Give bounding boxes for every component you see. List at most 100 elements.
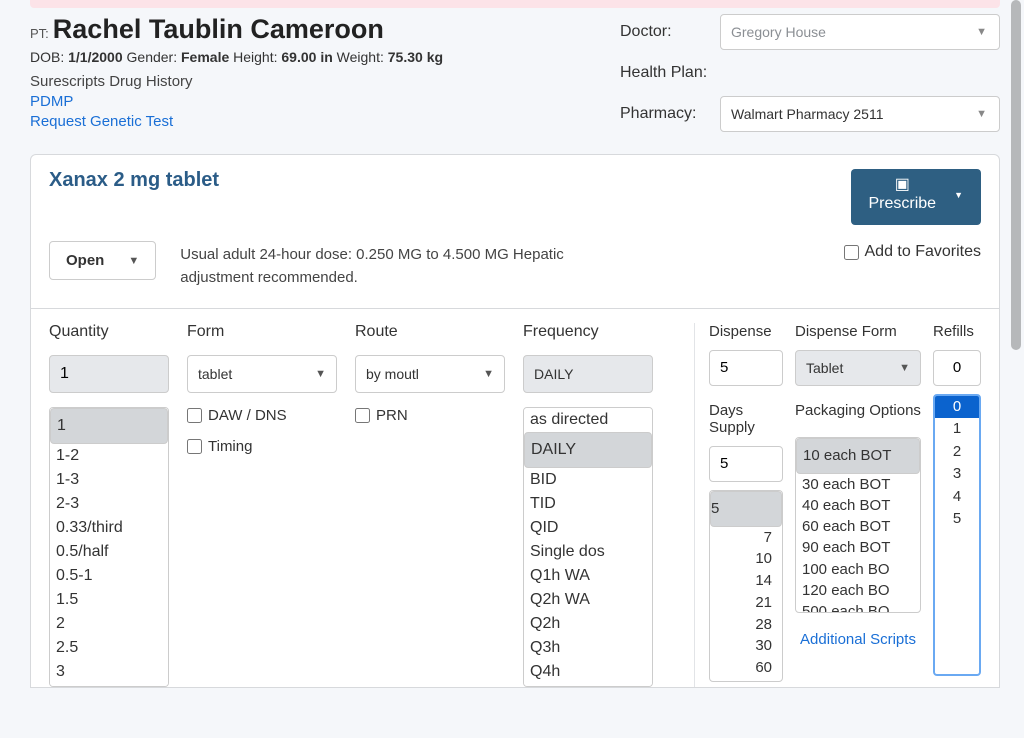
form-label: Form (187, 323, 337, 341)
list-item[interactable]: 3 (935, 463, 979, 486)
surescripts-link[interactable]: Surescripts Drug History (30, 73, 620, 90)
chevron-down-icon: ▼ (899, 362, 910, 374)
list-item[interactable]: 2 (935, 441, 979, 464)
list-item[interactable]: 1 (50, 408, 168, 444)
genetic-test-link[interactable]: Request Genetic Test (30, 113, 620, 130)
health-plan-label: Health Plan: (620, 64, 720, 82)
dispense-label: Dispense (709, 323, 783, 340)
form-select[interactable]: tablet ▼ (187, 355, 337, 393)
refills-label: Refills (933, 323, 981, 340)
days-supply-listbox[interactable]: 5710142128306090 (709, 490, 783, 682)
list-item[interactable]: TID (524, 492, 652, 516)
list-item[interactable]: as directed (524, 408, 652, 432)
page-scrollbar[interactable] (1011, 0, 1021, 350)
list-item[interactable]: 4 (935, 486, 979, 509)
patient-demographics: DOB: 1/1/2000 Gender: Female Height: 69.… (30, 49, 620, 65)
pdmp-link[interactable]: PDMP (30, 93, 620, 110)
list-item[interactable]: 500 each BO (796, 601, 920, 612)
list-item[interactable]: 21 (710, 592, 782, 614)
list-item[interactable]: 30 (710, 635, 782, 657)
prn-checkbox[interactable] (355, 408, 370, 423)
days-supply-label: Days Supply (709, 402, 783, 436)
pharmacy-select[interactable]: Walmart Pharmacy 2511 ▼ (720, 96, 1000, 132)
list-item[interactable]: 2 (50, 612, 168, 636)
list-item[interactable]: 1.5 (50, 588, 168, 612)
frequency-select[interactable]: DAILY (523, 355, 653, 393)
dispense-form-select[interactable]: Tablet ▼ (795, 350, 921, 386)
patient-name-line: PT: Rachel Taublin Cameroon (30, 14, 620, 45)
dose-text: Usual adult 24-hour dose: 0.250 MG to 4.… (180, 241, 610, 290)
patient-prefix: PT: (30, 26, 49, 41)
doctor-select[interactable]: Gregory House ▼ (720, 14, 1000, 50)
daw-checkbox[interactable] (187, 408, 202, 423)
list-item[interactable]: 5 (935, 508, 979, 531)
list-item[interactable]: Q1h WA (524, 564, 652, 588)
list-item[interactable]: Q2h WA (524, 588, 652, 612)
list-item[interactable]: 90 each BOT (796, 537, 920, 558)
alert-banner (30, 0, 1000, 8)
list-item[interactable]: 30 each BOT (796, 474, 920, 495)
list-item[interactable]: 40 each BOT (796, 495, 920, 516)
frequency-label: Frequency (523, 323, 653, 341)
chevron-down-icon: ▼ (954, 190, 963, 200)
list-item[interactable]: 0.5/half (50, 540, 168, 564)
open-button[interactable]: Open ▼ (49, 241, 156, 280)
list-item[interactable]: QID (524, 516, 652, 540)
list-item[interactable]: 0.33/third (50, 516, 168, 540)
list-item[interactable]: 28 (710, 614, 782, 636)
list-item[interactable]: 4 (50, 684, 168, 687)
list-item[interactable]: 1-2 (50, 444, 168, 468)
dispense-input[interactable] (709, 350, 783, 386)
quantity-label: Quantity (49, 323, 169, 341)
list-item[interactable]: DAILY (524, 432, 652, 468)
patient-name: Rachel Taublin Cameroon (53, 14, 384, 44)
list-item[interactable]: 5 (710, 491, 782, 527)
pharmacy-label: Pharmacy: (620, 105, 720, 123)
route-select[interactable]: by moutl ▼ (355, 355, 505, 393)
days-supply-input[interactable] (709, 446, 783, 482)
list-item[interactable]: 120 each BO (796, 580, 920, 601)
list-item[interactable]: 1 (935, 418, 979, 441)
packaging-listbox[interactable]: 10 each BOT30 each BOT40 each BOT60 each… (795, 437, 921, 613)
list-item[interactable]: Q4h (524, 660, 652, 684)
dispense-form-label: Dispense Form (795, 323, 921, 340)
favorites-checkbox[interactable] (844, 245, 859, 260)
refills-input[interactable] (933, 350, 981, 386)
list-item[interactable]: 0.5-1 (50, 564, 168, 588)
route-label: Route (355, 323, 505, 341)
list-item[interactable]: Q3h (524, 636, 652, 660)
chevron-down-icon: ▼ (128, 255, 139, 267)
chevron-down-icon: ▼ (976, 26, 987, 38)
additional-scripts-link[interactable]: Additional Scripts (795, 629, 921, 652)
list-item[interactable]: 10 (710, 548, 782, 570)
quantity-listbox[interactable]: 11-21-32-30.33/third0.5/half0.5-11.522.5… (49, 407, 169, 687)
quantity-input[interactable] (49, 355, 169, 393)
list-item[interactable]: 3 (50, 660, 168, 684)
list-item[interactable]: 60 each BOT (796, 516, 920, 537)
chevron-down-icon: ▼ (483, 368, 494, 380)
list-item[interactable]: 90 (710, 679, 782, 682)
list-item[interactable]: 7 (710, 527, 782, 549)
list-item[interactable]: BID (524, 468, 652, 492)
refills-listbox[interactable]: 012345 (933, 394, 981, 676)
drug-name: Xanax 2 mg tablet (49, 169, 219, 225)
list-item[interactable]: 60 (710, 657, 782, 679)
packaging-label: Packaging Options (795, 402, 921, 419)
timing-checkbox[interactable] (187, 439, 202, 454)
list-item[interactable]: Single dos (524, 540, 652, 564)
favorites-label: Add to Favorites (865, 243, 982, 261)
list-item[interactable]: 2-3 (50, 492, 168, 516)
list-item[interactable]: 1-3 (50, 468, 168, 492)
list-item[interactable]: 2.5 (50, 636, 168, 660)
list-item[interactable]: 10 each BOT (796, 438, 920, 474)
list-item[interactable]: Q2h (524, 612, 652, 636)
pill-icon: ▣ (895, 177, 910, 193)
list-item[interactable]: 100 each BO (796, 559, 920, 580)
frequency-listbox[interactable]: as directedDAILYBIDTIDQIDSingle dosQ1h W… (523, 407, 653, 687)
chevron-down-icon: ▼ (315, 368, 326, 380)
list-item[interactable]: 14 (710, 570, 782, 592)
list-item[interactable]: Q4-6h (524, 684, 652, 687)
doctor-label: Doctor: (620, 23, 720, 41)
list-item[interactable]: 0 (935, 396, 979, 419)
prescribe-button[interactable]: ▣ Prescribe ▼ (851, 169, 982, 225)
